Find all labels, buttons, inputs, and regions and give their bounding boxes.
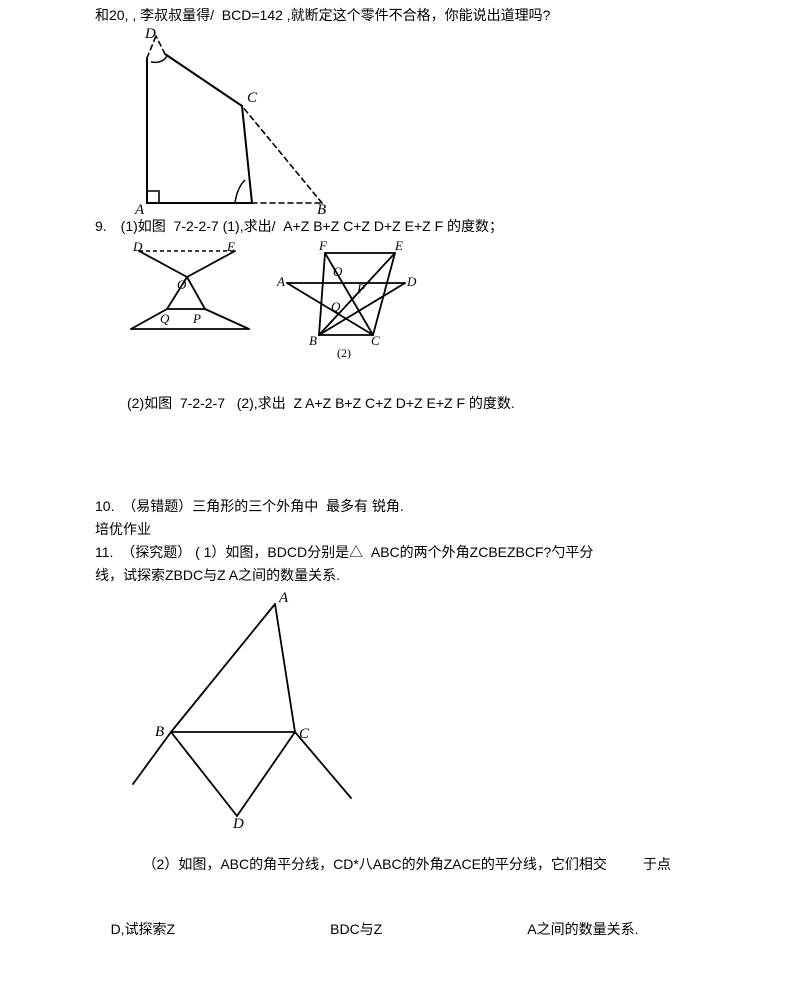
svg-text:O: O [333, 264, 343, 279]
spacer [0, 416, 800, 496]
svg-text:D: D [232, 816, 244, 832]
frag-p12-1a: （2）如图，ABC的角平分线，CD*八ABC的外角ZACE的平分线，它们相交 [143, 856, 607, 872]
text-p0: 和20, , 李叔叔量得/ BCD=142 ,就断定这个零件不合格，你能说出道理… [0, 5, 800, 26]
svg-text:C: C [299, 726, 310, 742]
frag-p12-2c: A之间的数量关系. [527, 921, 638, 937]
text-p12-2: D,试探索Z BDC与Z A之间的数量关系. [0, 898, 800, 961]
svg-text:P: P [356, 281, 365, 296]
frag-p12-2a: D,试探索Z [111, 921, 176, 937]
figure-2a-diagram: D E O Q P [127, 239, 255, 337]
figure-1-diagram: D C A B [127, 28, 332, 216]
svg-text:B: B [155, 724, 164, 740]
frag-p12-2b: BDC与Z [330, 921, 382, 937]
text-p9-1: 9. (1)如图 7-2-2-7 (1),求出/ A+Z B+Z C+Z D+Z… [0, 216, 800, 237]
svg-text:(2): (2) [337, 346, 351, 359]
text-p11-1: 11. （探究题） ( 1）如图，BDCD分别是△ ABC的两个外角ZCBEZB… [0, 542, 800, 563]
svg-text:F: F [318, 239, 328, 253]
page: 和20, , 李叔叔量得/ BCD=142 ,就断定这个零件不合格，你能说出道理… [0, 0, 800, 983]
text-p12-1: （2）如图，ABC的角平分线，CD*八ABC的外角ZACE的平分线，它们相交 于点 [0, 833, 800, 896]
svg-text:E: E [226, 239, 235, 254]
svg-text:A: A [278, 590, 289, 606]
text-p9-2: (2)如图 7-2-2-7 (2),求出 Z A+Z B+Z C+Z D+Z E… [0, 393, 800, 414]
svg-text:B: B [317, 202, 326, 216]
figure-3-container: A B C D [0, 588, 800, 833]
svg-text:P: P [192, 311, 201, 326]
svg-text:C: C [247, 90, 258, 106]
figure-1-container: D C A B [0, 28, 800, 216]
svg-text:C: C [371, 333, 380, 348]
svg-text:B: B [309, 333, 317, 348]
text-p11-2: 线，试探索ZBDC与Z A之间的数量关系. [0, 565, 800, 586]
svg-text:D: D [132, 239, 143, 254]
figure-2b-diagram: F E A D O P Q B C (2) [273, 239, 423, 359]
svg-text:D: D [144, 28, 156, 42]
svg-text:E: E [394, 239, 403, 253]
text-p10b: 培优作业 [0, 519, 800, 540]
svg-text:Q: Q [160, 311, 170, 326]
svg-text:Q: Q [331, 299, 341, 314]
svg-text:A: A [276, 274, 285, 289]
frag-p12-1b: 于点 [643, 856, 671, 872]
svg-text:A: A [134, 202, 145, 216]
svg-text:O: O [177, 277, 187, 292]
figure-3-diagram: A B C D [127, 588, 367, 833]
text-p10: 10. （易错题）三角形的三个外角中 最多有 锐角. [0, 496, 800, 517]
svg-text:D: D [406, 274, 417, 289]
figure-2-row: D E O Q P F E A [0, 239, 800, 359]
spacer [0, 359, 800, 393]
